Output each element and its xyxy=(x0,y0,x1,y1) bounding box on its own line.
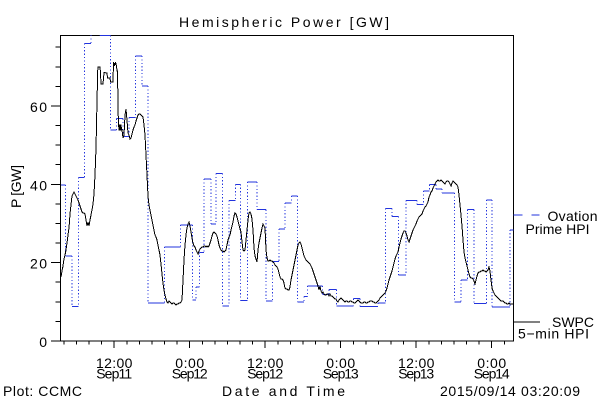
svg-text:0:00: 0:00 xyxy=(477,355,506,371)
svg-text:P [GW]: P [GW] xyxy=(8,165,24,208)
svg-text:Plot: CCMC: Plot: CCMC xyxy=(3,383,82,399)
svg-text:12:00: 12:00 xyxy=(96,355,133,371)
svg-text:Sep12: Sep12 xyxy=(247,366,283,382)
svg-text:Sep13: Sep13 xyxy=(323,366,359,382)
svg-text:Hemispheric Power [GW]: Hemispheric Power [GW] xyxy=(179,14,389,30)
svg-text:Prime HPI: Prime HPI xyxy=(526,221,590,237)
svg-text:12:00: 12:00 xyxy=(247,355,284,371)
svg-text:Date and Time: Date and Time xyxy=(222,383,345,399)
svg-text:Sep13: Sep13 xyxy=(398,366,434,382)
svg-text:Sep14: Sep14 xyxy=(474,366,510,382)
svg-text:5−min HPI: 5−min HPI xyxy=(518,326,589,342)
svg-text:2015/09/14 03:20:09: 2015/09/14 03:20:09 xyxy=(440,383,580,399)
svg-text:60: 60 xyxy=(30,99,47,115)
svg-text:12:00: 12:00 xyxy=(398,355,435,371)
svg-text:Ovation: Ovation xyxy=(548,208,598,224)
svg-text:0:00: 0:00 xyxy=(175,355,204,371)
svg-text:SWPC: SWPC xyxy=(552,314,594,330)
svg-text:0: 0 xyxy=(39,334,47,350)
svg-text:40: 40 xyxy=(30,177,47,193)
svg-text:Sep12: Sep12 xyxy=(172,366,208,382)
svg-text:0:00: 0:00 xyxy=(326,355,355,371)
svg-text:20: 20 xyxy=(30,256,47,272)
svg-text:Sep11: Sep11 xyxy=(96,366,132,382)
